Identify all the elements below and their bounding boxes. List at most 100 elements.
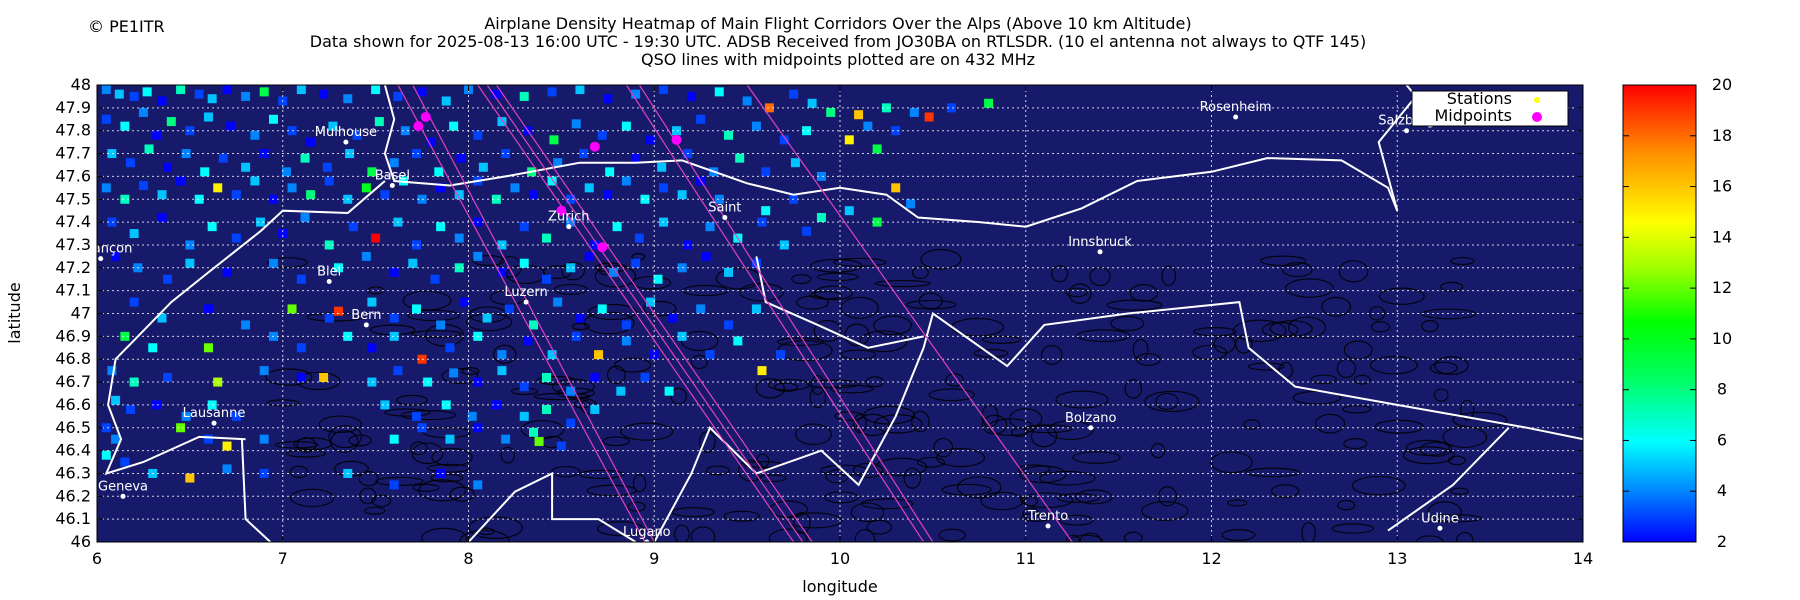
terrain-contour: [1132, 338, 1149, 361]
density-cell: [129, 297, 139, 307]
qso-line: [495, 85, 813, 542]
chart-subtitle-2: QSO lines with midpoints plotted are on …: [641, 50, 1035, 69]
density-cell: [138, 107, 148, 117]
terrain-contour: [1452, 411, 1508, 429]
density-cell: [761, 167, 771, 177]
city-dot: [644, 539, 650, 542]
terrain-contour: [430, 473, 464, 483]
grid-lines: [97, 85, 1583, 542]
border-line: [755, 256, 924, 349]
y-tick-label: 47.7: [55, 144, 91, 163]
density-cell: [657, 162, 667, 172]
terrain-contour: [1369, 355, 1418, 375]
density-cell: [640, 372, 650, 382]
terrain-contour: [1141, 501, 1189, 521]
density-cell: [296, 372, 306, 382]
density-cell: [612, 222, 622, 232]
density-cell: [361, 251, 371, 261]
terrain-contour: [1450, 256, 1475, 266]
density-cell: [764, 103, 774, 113]
x-axis-ticks: 6 7 8 9 10 11 12 13 14: [92, 85, 1593, 568]
density-cell: [231, 411, 241, 421]
terrain-contour: [1023, 495, 1038, 507]
terrain-contour: [1072, 451, 1121, 464]
border-line: [383, 85, 1399, 228]
density-cell: [367, 343, 377, 353]
density-cell: [157, 96, 167, 106]
density-cell: [571, 119, 581, 129]
terrain-contour: [289, 465, 309, 479]
density-cell: [348, 222, 358, 232]
terrain-contour: [956, 476, 1002, 499]
density-cell: [714, 87, 724, 97]
terrain-contour: [441, 367, 479, 384]
terrain-contour: [571, 322, 590, 331]
terrain-contour: [328, 425, 363, 449]
density-cell: [519, 382, 529, 392]
city-dot: [326, 279, 332, 285]
density-cell: [324, 240, 334, 250]
terrain-contour: [1019, 465, 1067, 484]
density-cell: [984, 98, 994, 108]
density-cell: [278, 229, 288, 239]
y-tick-label: 46.2: [55, 486, 91, 505]
density-cell: [185, 258, 195, 268]
terrain-contour: [296, 371, 341, 391]
terrain-contour: [1342, 404, 1372, 414]
density-cell: [473, 251, 483, 261]
terrain-contour: [1040, 345, 1063, 365]
density-cell: [259, 87, 269, 97]
density-cell: [367, 297, 377, 307]
chart-title: Airplane Density Heatmap of Main Flight …: [484, 14, 1191, 33]
density-cell: [417, 87, 427, 97]
density-cell: [757, 366, 767, 376]
legend-label-stations: Stations: [1447, 89, 1512, 108]
x-tick-label: 14: [1573, 549, 1593, 568]
terrain-contour: [285, 449, 327, 458]
density-cell: [393, 91, 403, 101]
density-cell: [454, 190, 464, 200]
density-cell: [751, 121, 761, 131]
density-cell: [250, 176, 260, 186]
terrain-contour: [928, 388, 976, 402]
density-cell: [761, 206, 771, 216]
density-cell: [590, 404, 600, 414]
density-cell: [426, 137, 436, 147]
colorbar-tick-label: 12: [1712, 278, 1732, 297]
terrain-contour: [1336, 358, 1357, 379]
density-cell: [621, 336, 631, 346]
terrain-contour: [1301, 522, 1316, 542]
density-cell: [621, 176, 631, 186]
terrain-contour: [384, 408, 431, 417]
terrain-contour: [973, 348, 1009, 358]
density-cell: [374, 117, 384, 127]
density-cell: [259, 149, 269, 159]
density-cell: [324, 176, 334, 186]
density-cell: [259, 468, 269, 478]
terrain-contour: [852, 462, 884, 479]
terrain-contour: [1374, 419, 1424, 434]
city-dot: [1045, 523, 1051, 529]
terrain-contour: [854, 529, 876, 542]
density-cell: [497, 267, 507, 277]
terrain-contour: [1022, 424, 1073, 434]
terrain-contour: [1287, 316, 1327, 339]
density-cell: [213, 183, 223, 193]
density-cell: [241, 162, 251, 172]
density-cell: [696, 114, 706, 124]
density-cell: [668, 313, 678, 323]
density-cell: [802, 126, 812, 136]
terrain-contour: [620, 422, 674, 441]
terrain-contour: [866, 519, 892, 535]
density-cell: [185, 126, 195, 136]
qso-line: [486, 85, 804, 542]
density-cell: [380, 190, 390, 200]
city-dot: [523, 299, 529, 305]
density-cell: [742, 96, 752, 106]
terrain-contour: [1017, 464, 1051, 475]
terrain-contour: [1433, 388, 1449, 402]
density-cell: [296, 85, 306, 95]
terrain-contour: [1065, 534, 1080, 542]
x-tick-label: 11: [1016, 549, 1036, 568]
density-cell: [891, 183, 901, 193]
